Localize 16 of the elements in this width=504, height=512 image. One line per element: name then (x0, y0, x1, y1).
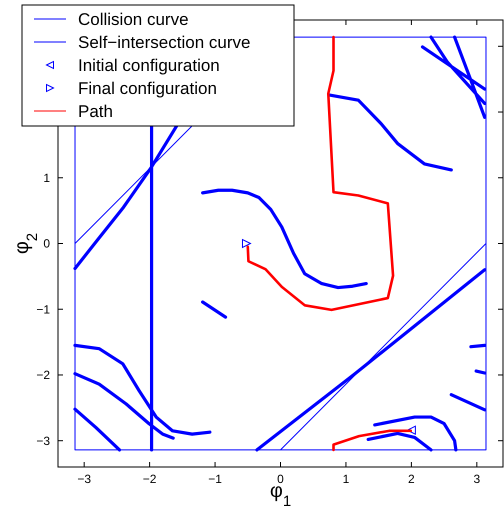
x-tick-label: 2 (408, 472, 416, 486)
y-tick-label: −1 (36, 302, 50, 316)
y-tick-label: −3 (36, 434, 50, 448)
y-tick-label: 1 (43, 170, 50, 185)
legend-label: Path (78, 102, 113, 121)
legend-label: Initial configuration (78, 56, 220, 75)
legend-label: Collision curve (78, 10, 189, 29)
y-tick-label: −2 (36, 368, 50, 382)
x-tick-label: 3 (473, 472, 480, 486)
x-tick-label: −2 (142, 472, 157, 486)
legend-label: Self−intersection curve (78, 32, 250, 52)
x-tick-label: −3 (77, 472, 92, 486)
x-tick-label: 1 (342, 472, 350, 486)
y-tick-label: 0 (43, 236, 50, 251)
x-tick-label: −1 (208, 472, 222, 486)
legend-label: Final configuration (78, 78, 217, 98)
